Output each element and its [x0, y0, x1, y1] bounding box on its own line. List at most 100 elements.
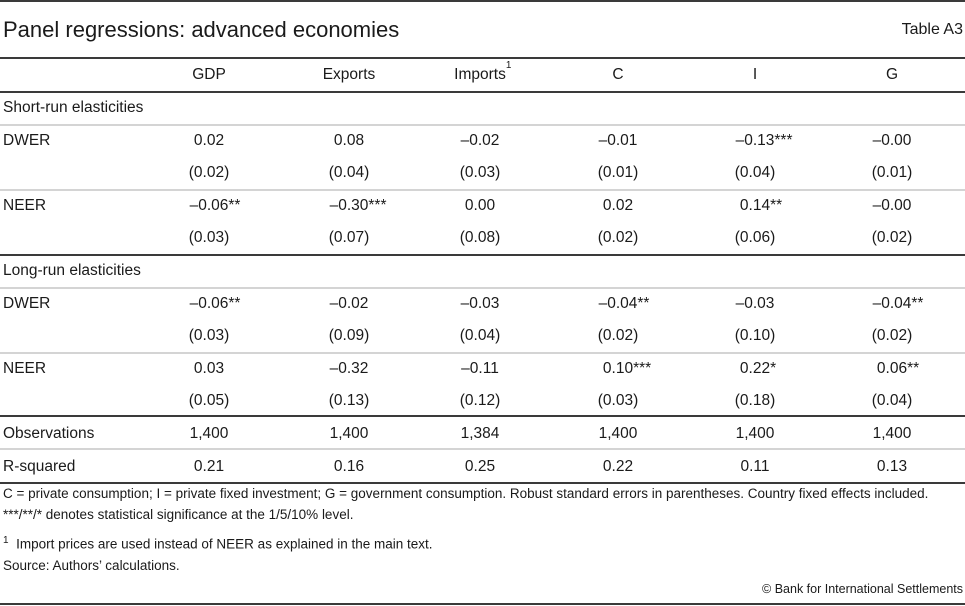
table-row: NEER 0.03 –0.32 –0.11 0.10 *** 0.22 * 0.06 **	[0, 360, 965, 378]
coefficient: 0.06 **	[876, 360, 920, 377]
row-label: Observations	[3, 425, 95, 442]
rsquared-value: 0.25	[464, 458, 496, 475]
table-title: Panel regressions: advanced economies	[3, 17, 400, 42]
significance-stars: **	[907, 360, 920, 377]
column-header-label: GDP	[192, 66, 226, 83]
column-header-label: Imports 1	[454, 60, 512, 83]
coefficient: 0.02	[602, 197, 634, 214]
row-rule	[0, 352, 965, 354]
rsquared-value: 0.13	[876, 458, 908, 475]
significance-stars: ***	[368, 197, 387, 214]
coefficient-cell: –0.30 ***	[289, 197, 409, 215]
standard-error: (0.01)	[871, 164, 913, 181]
table-row: DWER 0.02 0.08 –0.02 –0.01 –0.13 *** –0.00	[0, 132, 965, 150]
coefficient-cell: 0.03	[149, 360, 269, 378]
row-rule	[0, 124, 965, 126]
table-number: Table A3	[901, 21, 963, 38]
standard-error: (0.02)	[871, 229, 913, 246]
observations-value: 1,400	[598, 425, 638, 442]
coefficient: –0.00	[872, 132, 912, 149]
coefficient-cell: 0.02	[558, 197, 678, 215]
section-heading-row: Long-run elasticities	[0, 262, 965, 280]
column-header: G	[832, 66, 952, 84]
table-row: NEER –0.06 ** –0.30 *** 0.00 0.02 0.14 ** –0.00	[0, 197, 965, 215]
coefficient: 0.14 **	[739, 197, 783, 214]
coefficient-cell: –0.04 **	[832, 295, 952, 313]
coefficient: 0.08	[333, 132, 365, 149]
observations-value: 1,400	[872, 425, 912, 442]
standard-error: (0.02)	[188, 164, 230, 181]
footnote-mark: 1	[3, 535, 9, 546]
row-label: DWER	[3, 132, 51, 149]
coefficient: –0.13 ***	[735, 132, 793, 149]
section-heading: Long-run elasticities	[3, 262, 141, 279]
row-rule	[0, 189, 965, 191]
coefficient-cell: 0.06 **	[832, 360, 952, 378]
column-header-label: C	[612, 66, 624, 83]
coefficient-cell: –0.00	[832, 197, 952, 215]
significance-stars: *	[770, 360, 777, 377]
coefficient-cell: –0.00	[832, 132, 952, 150]
standard-error: (0.06)	[734, 229, 776, 246]
coefficient: –0.04 **	[598, 295, 650, 312]
column-header: Exports	[289, 66, 409, 84]
standard-error: (0.02)	[871, 327, 913, 344]
section-rule	[0, 415, 965, 417]
observations-value: 1,400	[735, 425, 775, 442]
column-header-row: GDP Exports Imports 1 C I G	[0, 60, 965, 84]
coefficient-cell: –0.13 ***	[695, 132, 815, 150]
coefficient-cell: –0.04 **	[558, 295, 678, 313]
rsquared-row: R-squared 0.21 0.16 0.25 0.22 0.11 0.13	[0, 458, 965, 476]
standard-error: (0.03)	[188, 327, 230, 344]
coefficient: –0.03	[460, 295, 500, 312]
observations-value: 1,384	[460, 425, 500, 442]
section-heading: Short-run elasticities	[3, 99, 144, 116]
table-bottom-rule	[0, 482, 965, 484]
standard-error: (0.09)	[328, 327, 370, 344]
coefficient: 0.02	[193, 132, 225, 149]
row-rule	[0, 287, 965, 289]
top-rule	[0, 0, 965, 2]
observations-value: 1,400	[329, 425, 369, 442]
column-header-label: Exports	[322, 66, 376, 83]
coefficient-cell: –0.06 **	[149, 295, 269, 313]
coefficient-cell: –0.02	[289, 295, 409, 313]
significance-stars: ***	[774, 132, 793, 149]
coefficient: –0.03	[735, 295, 775, 312]
standard-error: (0.03)	[597, 392, 639, 409]
standard-error: (0.01)	[597, 164, 639, 181]
coefficient: –0.11	[461, 360, 499, 377]
column-header-label: G	[885, 66, 899, 83]
rsquared-value: 0.11	[740, 458, 770, 475]
standard-error-row: (0.02) (0.04) (0.03) (0.01) (0.04) (0.01)	[0, 164, 965, 182]
coefficient-cell: –0.01	[558, 132, 678, 150]
coefficient: –0.00	[872, 197, 912, 214]
column-header: Imports 1	[420, 60, 540, 84]
coefficient-cell: 0.10 ***	[558, 360, 678, 378]
coefficient-cell: –0.32	[289, 360, 409, 378]
significance-stars: **	[228, 295, 241, 312]
copyright: © Bank for International Settlements	[762, 582, 963, 596]
coefficient: –0.02	[460, 132, 500, 149]
standard-error: (0.02)	[597, 327, 639, 344]
coefficient-cell: 0.14 **	[695, 197, 815, 215]
standard-error: (0.03)	[188, 229, 230, 246]
coefficient: 0.10 ***	[602, 360, 652, 377]
significance-stars: **	[228, 197, 241, 214]
header-bottom-rule	[0, 91, 965, 93]
coefficient: –0.04 **	[872, 295, 924, 312]
table-notes: C = private consumption; I = private fix…	[3, 486, 929, 522]
rsquared-value: 0.21	[193, 458, 225, 475]
standard-error: (0.18)	[734, 392, 776, 409]
coefficient: 0.00	[464, 197, 496, 214]
observations-row: Observations 1,400 1,400 1,384 1,400 1,400 1,4…	[0, 425, 965, 443]
row-label: NEER	[3, 197, 47, 214]
row-label: DWER	[3, 295, 51, 312]
standard-error-row: (0.05) (0.13) (0.12) (0.03) (0.18) (0.04)	[0, 392, 965, 410]
significance-stars: **	[637, 295, 650, 312]
coefficient: 0.03	[193, 360, 225, 377]
source-note: Source: Authors’ calculations.	[3, 558, 180, 573]
standard-error: (0.04)	[734, 164, 776, 181]
standard-error: (0.04)	[328, 164, 370, 181]
